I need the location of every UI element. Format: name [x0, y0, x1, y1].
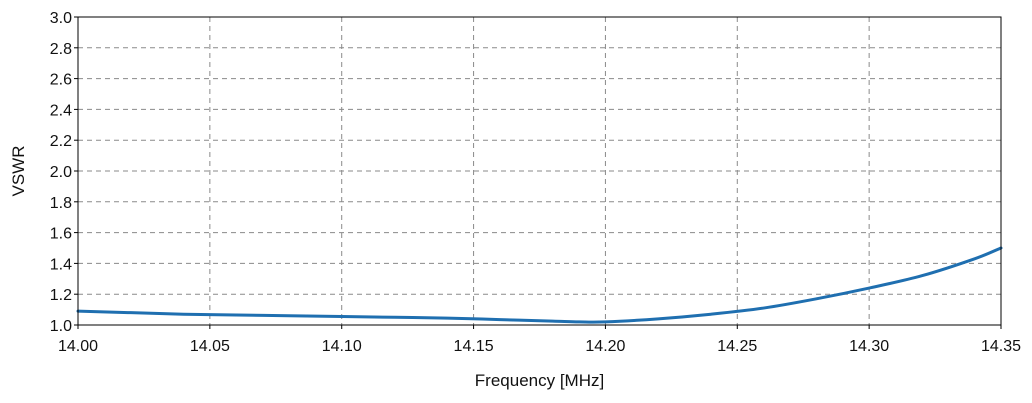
vswr-series-line — [76, 246, 1003, 324]
x-tick-label: 14.05 — [190, 338, 230, 355]
y-tick-label: 1.2 — [50, 287, 72, 304]
tick-marks — [74, 16, 1002, 329]
y-tick-label: 1.6 — [50, 226, 72, 243]
y-axis-title: VSWR — [9, 146, 28, 197]
series-layer — [76, 246, 1003, 324]
x-axis-title: Frequency [MHz] — [475, 371, 604, 390]
x-tick-label: 14.35 — [981, 338, 1021, 355]
y-tick-label: 2.6 — [50, 72, 72, 89]
y-tick-label: 3.0 — [50, 10, 72, 27]
y-tick-label: 2.8 — [50, 41, 72, 58]
x-tick-label: 14.00 — [58, 338, 98, 355]
y-axis-tick-labels: 1.0 1.2 1.4 1.6 1.8 2.0 2.2 2.4 2.6 2.8 3.0 — [50, 10, 72, 335]
x-axis-tick-labels: 14.00 14.05 14.10 14.15 14.20 14.25 14.30 14.35 — [58, 338, 1021, 355]
y-tick-label: 2.4 — [50, 102, 72, 119]
grid — [78, 17, 1001, 325]
x-tick-label: 14.15 — [454, 338, 494, 355]
y-tick-label: 1.8 — [50, 195, 72, 212]
y-tick-label: 2.0 — [50, 164, 72, 181]
y-tick-label: 2.2 — [50, 133, 72, 150]
x-tick-label: 14.10 — [322, 338, 362, 355]
y-tick-label: 1.4 — [50, 256, 72, 273]
x-tick-label: 14.30 — [849, 338, 889, 355]
x-tick-label: 14.25 — [717, 338, 757, 355]
x-tick-label: 14.20 — [585, 338, 625, 355]
y-tick-label: 1.0 — [50, 318, 72, 335]
